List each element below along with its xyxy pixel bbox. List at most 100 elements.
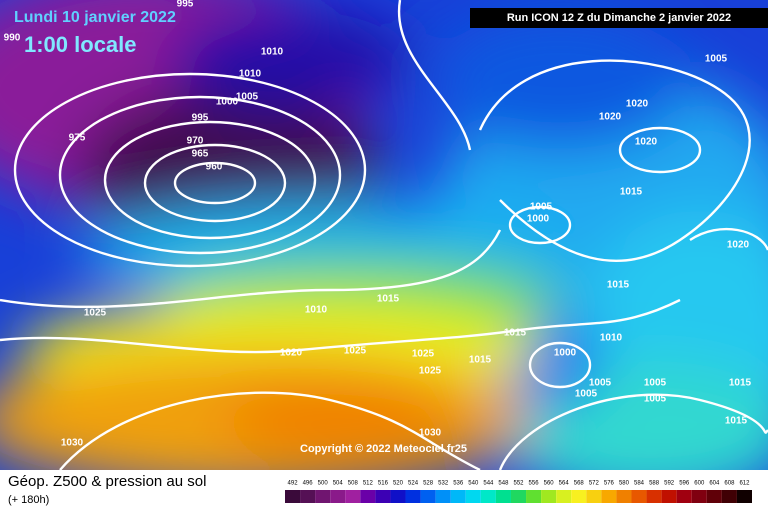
isobar-label: 1005	[644, 378, 667, 389]
colorbar-label: 532	[438, 481, 449, 487]
colorbar-swatch	[691, 490, 707, 503]
run-box	[470, 8, 768, 28]
colorbar-swatch	[616, 490, 632, 503]
colorbar-label: 568	[574, 481, 585, 487]
colorbar-swatch	[435, 490, 451, 503]
isobar-label: 1000	[554, 348, 577, 359]
isobars	[0, 0, 768, 470]
colorbar-swatch	[390, 490, 406, 503]
colorbar-swatch	[360, 490, 376, 503]
isobar-label: 1005	[644, 394, 667, 405]
colorbar-label: 588	[649, 481, 660, 487]
colorbar-swatch	[480, 490, 496, 503]
isobar-label: 1015	[607, 280, 630, 291]
colorbar-label: 580	[619, 481, 630, 487]
colorbar-label: 552	[513, 481, 524, 487]
colorbar-label: 600	[694, 481, 705, 487]
colorbar-swatch	[450, 490, 466, 503]
isobar-label: 1030	[419, 428, 442, 439]
colorbar-label: 492	[288, 481, 299, 487]
colorbar-label: 504	[333, 481, 344, 487]
isobar-label: 1015	[725, 416, 748, 427]
colorbar-swatch	[556, 490, 572, 503]
colorbar-swatch	[345, 490, 361, 503]
colorbar-swatch	[330, 490, 346, 503]
footer-title: Géop. Z500 & pression au sol	[8, 473, 206, 490]
isobar-label: 1015	[377, 294, 400, 305]
colorbar-swatch	[510, 490, 527, 503]
colorbar-label: 544	[483, 481, 494, 487]
isobar-labels: 9959901010101010051000995970975965960100…	[4, 0, 752, 449]
colorbar-label: 556	[529, 481, 540, 487]
isobar-label: 1025	[412, 349, 435, 360]
isobar-label: 1020	[626, 99, 649, 110]
isobar-label: 1005	[589, 378, 612, 389]
isobar-label: 1030	[61, 438, 84, 449]
isobar-label: 1010	[261, 47, 284, 58]
colorbar-label: 516	[378, 481, 389, 487]
colorbar-label: 596	[679, 481, 690, 487]
colorbar-swatch	[315, 490, 331, 503]
isobar-label: 1015	[504, 328, 527, 339]
colorbar: 492 496 500 504 508 512 516 520 524 528 532 536 540 5…	[285, 481, 752, 503]
colorbar-label: 536	[453, 481, 464, 487]
colorbar-label: 576	[604, 481, 615, 487]
colorbar-label: 608	[724, 481, 735, 487]
isobar-label: 1000	[527, 214, 550, 225]
colorbar-label: 508	[348, 481, 359, 487]
colorbar-swatch	[631, 490, 647, 503]
colorbar-swatch	[676, 490, 692, 503]
colorbar-swatch	[721, 490, 737, 503]
colorbar-swatch	[405, 490, 421, 503]
colorbar-label: 520	[393, 481, 404, 487]
colorbar-label: 528	[423, 481, 434, 487]
colorbar-label: 560	[544, 481, 555, 487]
colorbar-label: 496	[303, 481, 314, 487]
isobar-label: 1000	[216, 97, 239, 108]
colorbar-swatch	[706, 490, 722, 503]
colorbar-swatch	[586, 490, 602, 503]
run-info: Run ICON 12 Z du Dimanche 2 janvier 2022	[507, 12, 731, 24]
isobar-label: 975	[69, 133, 86, 144]
isobar-label: 1015	[620, 187, 643, 198]
isobar-label: 995	[177, 0, 194, 10]
isobar-label: 1010	[239, 69, 262, 80]
colorbar-label: 524	[408, 481, 419, 487]
isobar-label: 1020	[727, 240, 750, 251]
colorbar-label: 592	[664, 481, 675, 487]
colorbar-label: 612	[739, 481, 750, 487]
isobar-label: 970	[187, 136, 204, 147]
colorbar-swatch	[495, 490, 511, 503]
colorbar-label: 512	[363, 481, 374, 487]
colorbar-swatch	[601, 490, 617, 503]
isobar-label: 1020	[635, 137, 658, 148]
colorbar-label: 548	[498, 481, 509, 487]
isobar-label: 1020	[280, 348, 303, 359]
isobar-label: 1005	[705, 54, 728, 65]
isobar-label: 1010	[305, 305, 328, 316]
copyright: Copyright © 2022 Meteociel.fr25	[300, 443, 467, 455]
colorbar-swatch	[285, 490, 301, 503]
isobar-label: 1020	[599, 112, 622, 123]
colorbar-label: 540	[468, 481, 479, 487]
colorbar-swatch	[300, 490, 316, 503]
footer-lead: (+ 180h)	[8, 494, 49, 506]
colorbar-swatch	[420, 490, 436, 503]
colorbar-label: 500	[318, 481, 329, 487]
isobar-label: 1025	[419, 366, 442, 377]
colorbar-label: 572	[589, 481, 600, 487]
isobar-label: 965	[192, 149, 209, 160]
colorbar-swatch	[661, 490, 677, 503]
date: Lundi 10 janvier 2022	[14, 9, 176, 26]
isobar-label: 1025	[84, 308, 107, 319]
colorbar-label: 564	[559, 481, 570, 487]
isobar-label: 1015	[469, 355, 492, 366]
colorbar-swatch	[465, 490, 481, 503]
colorbar-swatch	[646, 490, 662, 503]
isobar-label: 1025	[344, 346, 367, 357]
colorbar-label: 584	[634, 481, 645, 487]
colorbar-swatch	[526, 490, 542, 503]
isobar-label: 1015	[729, 378, 752, 389]
map	[0, 0, 768, 470]
